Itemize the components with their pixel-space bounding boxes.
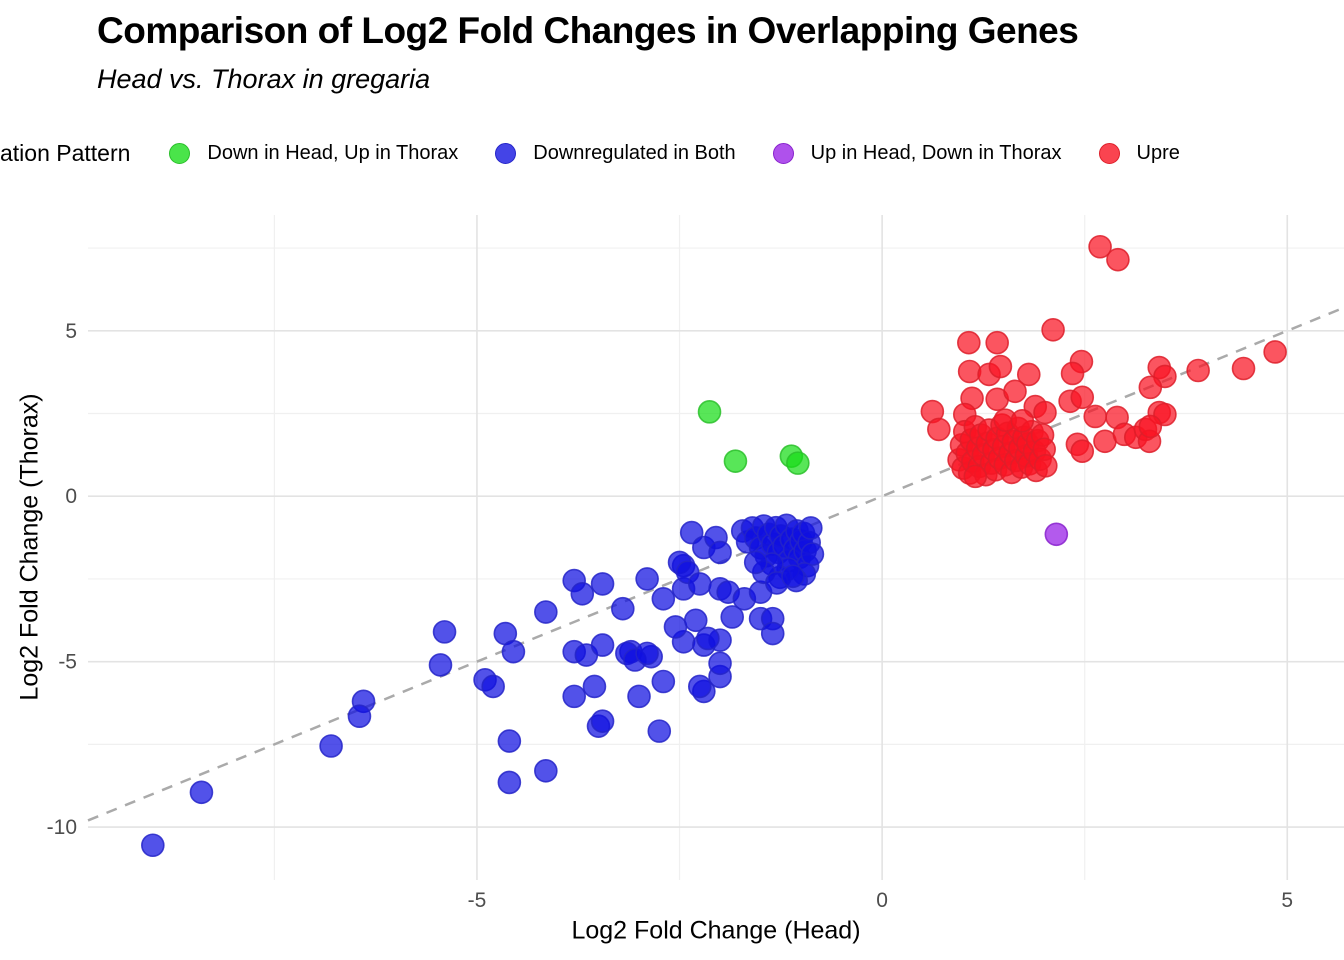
legend-dot-icon xyxy=(495,142,517,164)
data-point xyxy=(1003,379,1027,404)
data-point xyxy=(501,639,526,664)
data-point xyxy=(786,451,810,475)
legend-item-label: Upre xyxy=(1136,141,1180,164)
legend-item-4: Upre xyxy=(1098,141,1180,165)
chart-title: Comparison of Log2 Fold Changes in Overl… xyxy=(97,10,1079,51)
y-tick-label: -10 xyxy=(47,816,77,839)
data-point xyxy=(720,605,745,629)
legend-item-label: Downregulated in Both xyxy=(533,141,736,164)
data-point xyxy=(957,330,981,355)
legend-item-label: Down in Head, Up in Thorax xyxy=(207,141,459,164)
data-point xyxy=(1044,522,1069,547)
data-point xyxy=(647,719,672,743)
data-point xyxy=(743,550,768,575)
data-point xyxy=(988,354,1013,379)
data-point xyxy=(627,684,651,709)
data-point xyxy=(590,709,615,733)
data-point xyxy=(1041,318,1065,342)
y-tick-label: 0 xyxy=(65,485,77,508)
data-point xyxy=(1106,247,1130,272)
data-point xyxy=(696,626,720,651)
data-point xyxy=(1070,439,1095,464)
data-point xyxy=(1186,358,1210,383)
data-point xyxy=(651,586,676,611)
x-tick-label: 0 xyxy=(876,889,888,912)
data-point xyxy=(562,684,586,709)
y-axis-title: Log2 Fold Change (Thorax) xyxy=(15,393,44,701)
data-point xyxy=(985,330,1009,355)
data-point xyxy=(708,540,732,565)
data-point xyxy=(663,615,688,639)
x-tick-label: -5 xyxy=(468,889,487,912)
data-point xyxy=(1263,340,1287,364)
data-point xyxy=(799,516,823,540)
data-point xyxy=(1138,375,1163,400)
legend-dot-icon xyxy=(169,142,191,164)
data-point xyxy=(723,449,748,473)
data-point xyxy=(760,621,785,646)
data-point xyxy=(687,674,712,699)
data-point xyxy=(1231,356,1256,381)
data-point xyxy=(683,608,708,633)
legend-item-2: Downregulated in Both xyxy=(495,141,736,165)
data-point xyxy=(1016,362,1041,387)
data-point xyxy=(497,770,522,795)
chart-subtitle: Head vs. Thorax in gregaria xyxy=(97,64,431,94)
data-point xyxy=(428,653,453,677)
data-point xyxy=(957,359,982,384)
data-point xyxy=(189,780,214,805)
data-point xyxy=(590,633,615,657)
data-point xyxy=(1034,453,1058,478)
x-axis-title: Log2 Fold Change (Head) xyxy=(571,916,861,945)
legend-dot-icon xyxy=(772,142,794,164)
y-tick-label: -5 xyxy=(58,651,77,674)
data-point xyxy=(781,564,805,589)
data-point xyxy=(963,464,988,489)
data-point xyxy=(1083,404,1108,429)
data-point xyxy=(708,651,732,676)
data-point xyxy=(1070,385,1095,410)
data-point xyxy=(141,833,165,858)
legend-item-3: Up in Head, Down in Thorax xyxy=(772,141,1062,165)
identity-dashed-line xyxy=(87,306,1344,822)
data-point xyxy=(687,572,712,596)
data-point xyxy=(697,400,722,424)
data-point xyxy=(347,704,372,729)
data-point xyxy=(497,729,522,753)
legend: ation Pattern Down in Head, Up in Thorax… xyxy=(0,136,1344,170)
x-tick-label: 5 xyxy=(1281,889,1293,912)
data-point xyxy=(590,572,615,596)
legend-dot-icon xyxy=(1098,142,1120,164)
data-point xyxy=(1033,400,1057,425)
data-point xyxy=(1088,234,1112,259)
data-point xyxy=(534,600,558,624)
y-tick-label: 5 xyxy=(65,320,77,343)
data-point xyxy=(481,674,505,699)
data-point xyxy=(1010,408,1035,433)
data-point xyxy=(432,620,457,644)
data-point xyxy=(570,582,595,606)
legend-title: ation Pattern xyxy=(0,139,131,166)
data-point xyxy=(800,542,825,566)
data-point xyxy=(635,641,659,666)
legend-item-label: Up in Head, Down in Thorax xyxy=(810,141,1062,164)
data-point xyxy=(651,669,676,694)
data-point xyxy=(319,734,343,758)
data-point xyxy=(635,567,659,591)
data-point xyxy=(534,759,558,783)
data-point xyxy=(927,417,951,442)
legend-item-1: Down in Head, Up in Thorax xyxy=(169,142,458,165)
data-point xyxy=(1060,361,1085,386)
data-point xyxy=(611,596,635,621)
data-point xyxy=(1138,414,1163,439)
data-point xyxy=(582,674,607,699)
